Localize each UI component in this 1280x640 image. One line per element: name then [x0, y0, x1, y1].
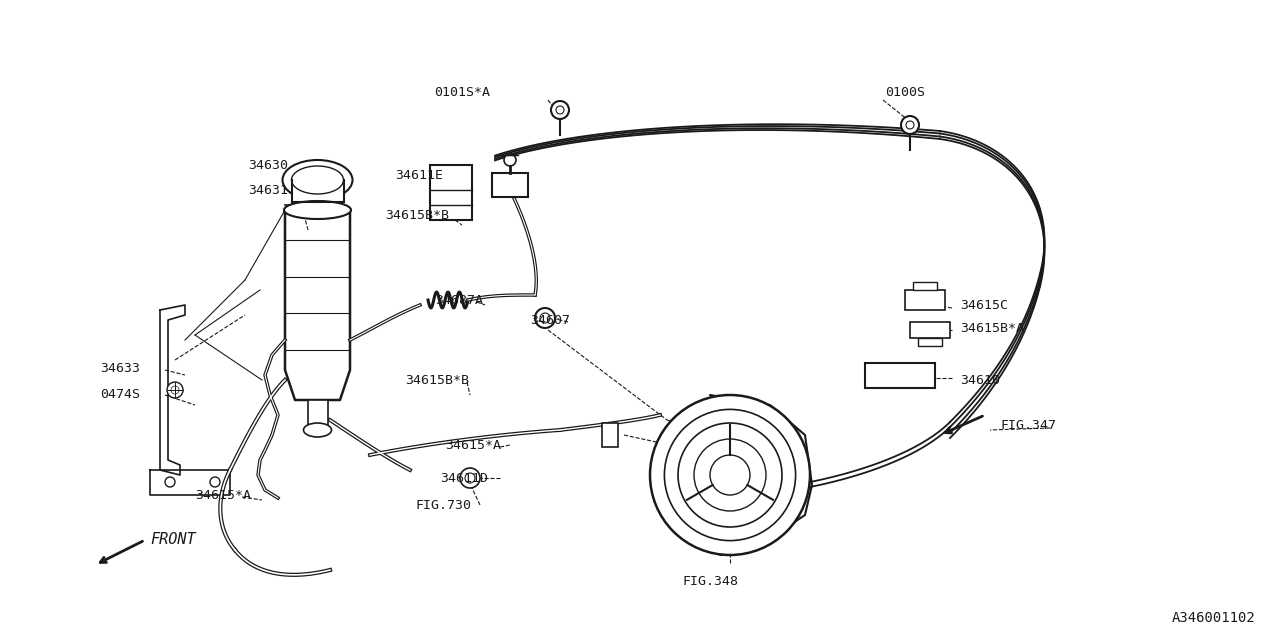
Bar: [492, 173, 529, 197]
Text: FIG.348: FIG.348: [682, 575, 739, 588]
Circle shape: [556, 106, 564, 114]
Ellipse shape: [284, 201, 351, 219]
Circle shape: [166, 382, 183, 398]
Bar: [918, 338, 942, 346]
Circle shape: [710, 455, 750, 495]
Text: 0474S: 0474S: [100, 387, 140, 401]
Text: 34687A: 34687A: [435, 294, 483, 307]
Text: 34633: 34633: [100, 362, 140, 374]
Ellipse shape: [292, 166, 343, 194]
Text: 34610: 34610: [960, 374, 1000, 387]
Circle shape: [465, 473, 475, 483]
Circle shape: [901, 116, 919, 134]
Circle shape: [165, 477, 175, 487]
Circle shape: [664, 410, 796, 541]
Text: A346001102: A346001102: [1171, 611, 1254, 625]
Circle shape: [694, 439, 765, 511]
Bar: [292, 180, 343, 202]
Text: 34615*A: 34615*A: [195, 488, 251, 502]
Bar: [865, 363, 934, 388]
Circle shape: [535, 308, 556, 328]
Ellipse shape: [303, 423, 332, 437]
Text: FIG.347: FIG.347: [1000, 419, 1056, 431]
Bar: [602, 423, 618, 447]
Text: 0100S: 0100S: [884, 86, 925, 99]
Circle shape: [504, 154, 516, 166]
Circle shape: [460, 468, 480, 488]
Ellipse shape: [283, 160, 352, 200]
Text: 34611D: 34611D: [440, 472, 488, 484]
Text: 0101S*A: 0101S*A: [434, 86, 490, 99]
Text: 34631: 34631: [248, 184, 288, 196]
Text: 34615C: 34615C: [960, 298, 1009, 312]
Text: 34611E: 34611E: [396, 168, 443, 182]
Text: 34615B*B: 34615B*B: [404, 374, 468, 387]
Circle shape: [650, 395, 810, 555]
Circle shape: [906, 121, 914, 129]
Text: 34615B*B: 34615B*B: [385, 209, 449, 221]
Text: 34607: 34607: [530, 314, 570, 326]
Circle shape: [172, 386, 179, 394]
Circle shape: [678, 423, 782, 527]
Bar: [905, 290, 945, 310]
Bar: [910, 322, 950, 338]
Text: 34630: 34630: [248, 159, 288, 172]
Bar: [913, 282, 937, 290]
Circle shape: [550, 101, 570, 119]
Bar: [307, 400, 328, 430]
Text: FIG.730: FIG.730: [415, 499, 471, 511]
Circle shape: [540, 313, 550, 323]
Text: 34615B*A: 34615B*A: [960, 321, 1024, 335]
Circle shape: [210, 477, 220, 487]
Text: FRONT: FRONT: [150, 532, 196, 547]
Bar: [430, 165, 472, 220]
Text: 34615*A: 34615*A: [445, 438, 500, 451]
